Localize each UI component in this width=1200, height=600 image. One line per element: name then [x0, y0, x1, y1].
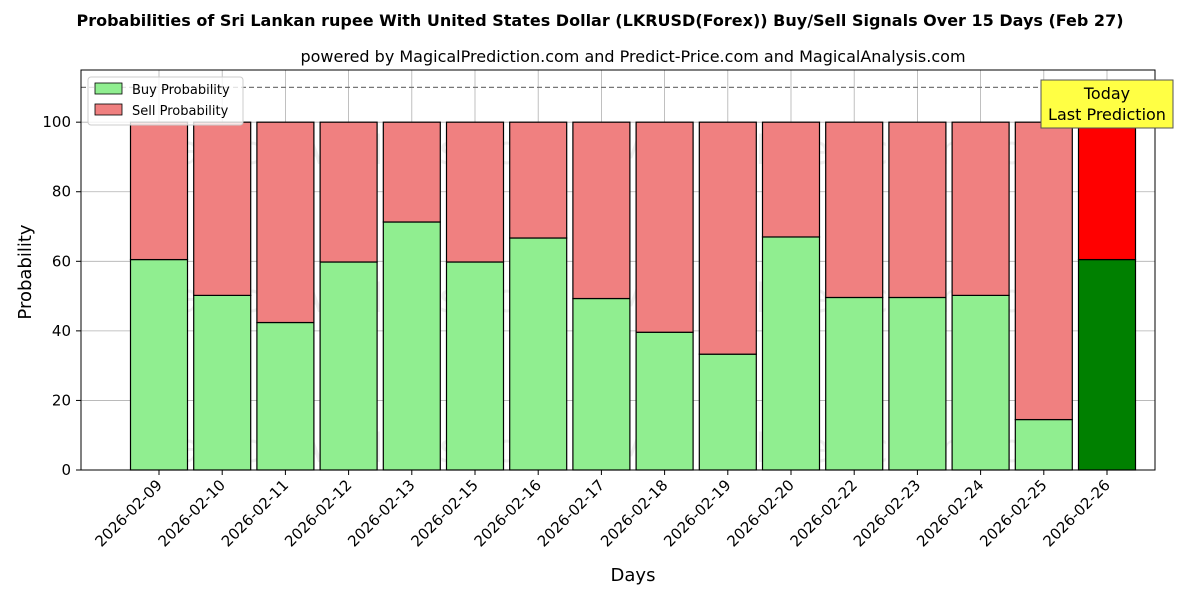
legend-label-sell: Sell Probability [132, 104, 229, 119]
y-tick-label: 0 [61, 461, 71, 479]
bar-buy [1077, 258, 1137, 471]
bar-sell [193, 121, 252, 296]
x-tick-label: 2026-02-22 [787, 476, 861, 550]
y-tick-label: 40 [52, 322, 71, 340]
legend-box [87, 76, 244, 126]
x-axis-label: Days [611, 565, 656, 586]
bar-buy [256, 321, 315, 471]
bar-buy [509, 237, 568, 471]
bar-buy [129, 258, 189, 471]
bar-buy [445, 261, 505, 471]
bar-sell [1014, 121, 1073, 421]
y-axis-label: Probability [15, 224, 36, 319]
bar-sell [445, 121, 505, 263]
x-tick-label: 2026-02-13 [344, 476, 418, 550]
bar-sell [129, 121, 189, 261]
bar-buy [382, 221, 441, 471]
bar-sell [382, 121, 441, 223]
x-tick-label: 2026-02-12 [281, 476, 355, 550]
bar-buy [888, 296, 947, 471]
x-tick-label: 2026-02-09 [91, 476, 165, 550]
bar-buy [319, 261, 378, 471]
bar-sell [256, 121, 315, 324]
annotation-line1: Today [1083, 84, 1130, 103]
x-tick-label: 2026-02-15 [407, 476, 481, 550]
bars-group [129, 121, 1137, 471]
bar-buy [572, 297, 631, 471]
bar-sell [509, 121, 568, 239]
x-tick-label: 2026-02-24 [913, 476, 987, 550]
bar-buy [1014, 418, 1073, 471]
bar-sell [572, 121, 631, 300]
x-tick-label: 2026-02-23 [850, 476, 924, 550]
y-axis-ticks: 0 20 40 60 80 100 [42, 113, 81, 479]
legend-label-buy: Buy Probability [132, 83, 230, 98]
bar-buy [761, 236, 821, 471]
bar-buy [825, 296, 884, 471]
x-tick-label: 2026-02-26 [1039, 476, 1113, 550]
annotation-box [1040, 79, 1174, 129]
bar-buy [951, 294, 1010, 471]
y-tick-label: 80 [52, 183, 71, 201]
bar-sell [698, 121, 757, 355]
chart-title: Probabilities of Sri Lankan rupee With U… [76, 11, 1123, 30]
legend-swatch-sell [94, 103, 123, 116]
bar-buy [193, 294, 252, 471]
legend-swatch-buy [94, 82, 123, 95]
bar-sell [319, 121, 378, 263]
legend: Buy Probability Sell Probability [87, 76, 244, 126]
x-tick-label: 2026-02-20 [723, 476, 797, 550]
x-tick-label: 2026-02-19 [660, 476, 734, 550]
x-tick-label: 2026-02-17 [534, 476, 608, 550]
x-tick-label: 2026-02-10 [155, 476, 229, 550]
x-tick-label: 2026-02-25 [976, 476, 1050, 550]
bar-sell [825, 121, 884, 299]
bar-sell [1077, 121, 1137, 261]
x-tick-label: 2026-02-18 [597, 476, 671, 550]
chart-subtitle: powered by MagicalPrediction.com and Pre… [300, 47, 965, 66]
bar-sell [951, 121, 1010, 296]
bar-buy [698, 353, 757, 471]
x-axis-ticks: 2026-02-092026-02-102026-02-112026-02-12… [91, 470, 1114, 550]
x-tick-label: 2026-02-16 [471, 476, 545, 550]
bar-sell [635, 121, 694, 333]
y-tick-label: 100 [42, 113, 71, 131]
plot-frame [80, 69, 1156, 471]
y-tick-label: 20 [52, 391, 71, 409]
x-tick-label: 2026-02-11 [218, 476, 292, 550]
annotation-line2: Last Prediction [1048, 105, 1166, 124]
bar-buy [635, 331, 694, 471]
bar-sell [761, 121, 821, 238]
today-annotation: Today Last Prediction [1040, 79, 1174, 129]
y-tick-label: 60 [52, 252, 71, 270]
bar-sell [888, 121, 947, 299]
